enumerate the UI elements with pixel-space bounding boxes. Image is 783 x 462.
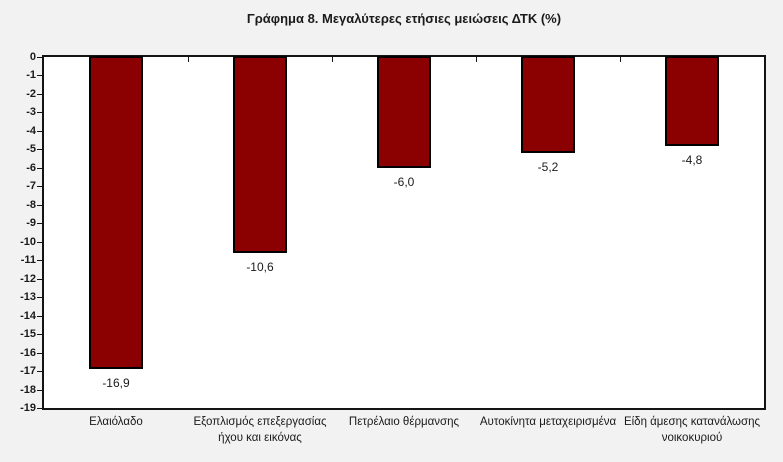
x-axis-tick-mark bbox=[188, 57, 189, 62]
y-axis-tick-mark bbox=[37, 186, 42, 188]
x-axis-category-label: Είδη άμεσης κατανάλωσης νοικοκυριού bbox=[623, 416, 761, 444]
y-axis-tick-label: -11 bbox=[20, 254, 36, 267]
x-axis-category-label: Αυτοκίνητα μεταχειρισμένα bbox=[479, 416, 617, 428]
bar-value-label: -4,8 bbox=[681, 152, 703, 167]
bar-4 bbox=[665, 56, 719, 146]
x-axis-category-label: Ελαιόλαδο bbox=[89, 416, 143, 428]
bar-3 bbox=[521, 56, 575, 154]
y-axis-tick-mark bbox=[37, 223, 42, 225]
y-axis-tick-label: -16 bbox=[20, 346, 36, 359]
bar-0 bbox=[89, 56, 143, 370]
y-axis-tick-mark bbox=[37, 130, 42, 132]
y-axis-tick-label: -7 bbox=[26, 180, 36, 193]
y-axis-tick-label: -3 bbox=[26, 106, 36, 119]
y-axis-tick-label: 0 bbox=[29, 51, 36, 63]
y-axis-tick-mark bbox=[37, 352, 42, 354]
y-axis-tick-mark bbox=[37, 371, 42, 373]
y-axis-tick-label: -9 bbox=[26, 217, 36, 230]
y-axis-tick-mark bbox=[37, 278, 42, 280]
y-axis-tick-mark bbox=[37, 75, 42, 77]
y-axis-tick-label: -17 bbox=[20, 365, 36, 378]
y-axis-tick-mark bbox=[37, 93, 42, 95]
y-axis-tick-mark bbox=[37, 204, 42, 206]
x-axis-tick-mark bbox=[476, 57, 477, 62]
bar-2 bbox=[377, 56, 431, 168]
y-axis-tick-mark bbox=[37, 315, 42, 317]
y-axis-tick-mark bbox=[37, 167, 42, 169]
y-axis-tick-label: -14 bbox=[20, 309, 36, 322]
y-axis-tick-mark bbox=[37, 389, 42, 391]
bar-value-label: -10,6 bbox=[246, 259, 274, 274]
y-axis-tick-label: -1 bbox=[26, 69, 36, 82]
y-axis-tick-mark bbox=[37, 334, 42, 336]
y-axis-tick-mark bbox=[37, 241, 42, 243]
y-axis-tick-mark bbox=[37, 408, 42, 409]
y-axis-tick-label: -5 bbox=[26, 143, 36, 156]
bar-value-label: -5,2 bbox=[537, 160, 559, 175]
y-axis-tick-mark bbox=[37, 57, 42, 58]
y-axis-tick-mark bbox=[37, 260, 42, 262]
x-axis-tick-mark bbox=[620, 57, 621, 62]
x-axis-category-label: Πετρέλαιο θέρμανσης bbox=[348, 416, 460, 428]
chart-title: Γράφημα 8. Μεγαλύτερες ετήσιες μειώσεις … bbox=[246, 11, 562, 26]
y-axis-tick-label: -12 bbox=[20, 272, 36, 285]
y-axis-tick-label: -18 bbox=[20, 383, 36, 396]
y-axis-tick-label: -8 bbox=[26, 198, 36, 211]
y-axis-tick-mark bbox=[37, 112, 42, 114]
bar-1 bbox=[233, 56, 287, 253]
y-axis-tick-label: -13 bbox=[20, 291, 36, 304]
y-axis-tick-mark bbox=[37, 149, 42, 151]
y-axis-tick-label: -2 bbox=[26, 87, 36, 100]
y-axis-tick-label: -4 bbox=[26, 124, 36, 137]
y-axis-tick-label: -19 bbox=[20, 402, 36, 414]
y-axis-tick-label: -15 bbox=[20, 328, 36, 341]
y-axis-tick-label: -6 bbox=[26, 161, 36, 174]
bar-value-label: -16,9 bbox=[102, 376, 130, 391]
bar-value-label: -6,0 bbox=[393, 174, 415, 189]
y-axis-tick-label: -10 bbox=[20, 235, 36, 248]
y-axis-tick-mark bbox=[37, 297, 42, 299]
x-axis-tick-mark bbox=[332, 57, 333, 62]
x-axis-category-label: Εξοπλισμός επεξεργασίας ήχου και εικόνας bbox=[193, 416, 327, 444]
